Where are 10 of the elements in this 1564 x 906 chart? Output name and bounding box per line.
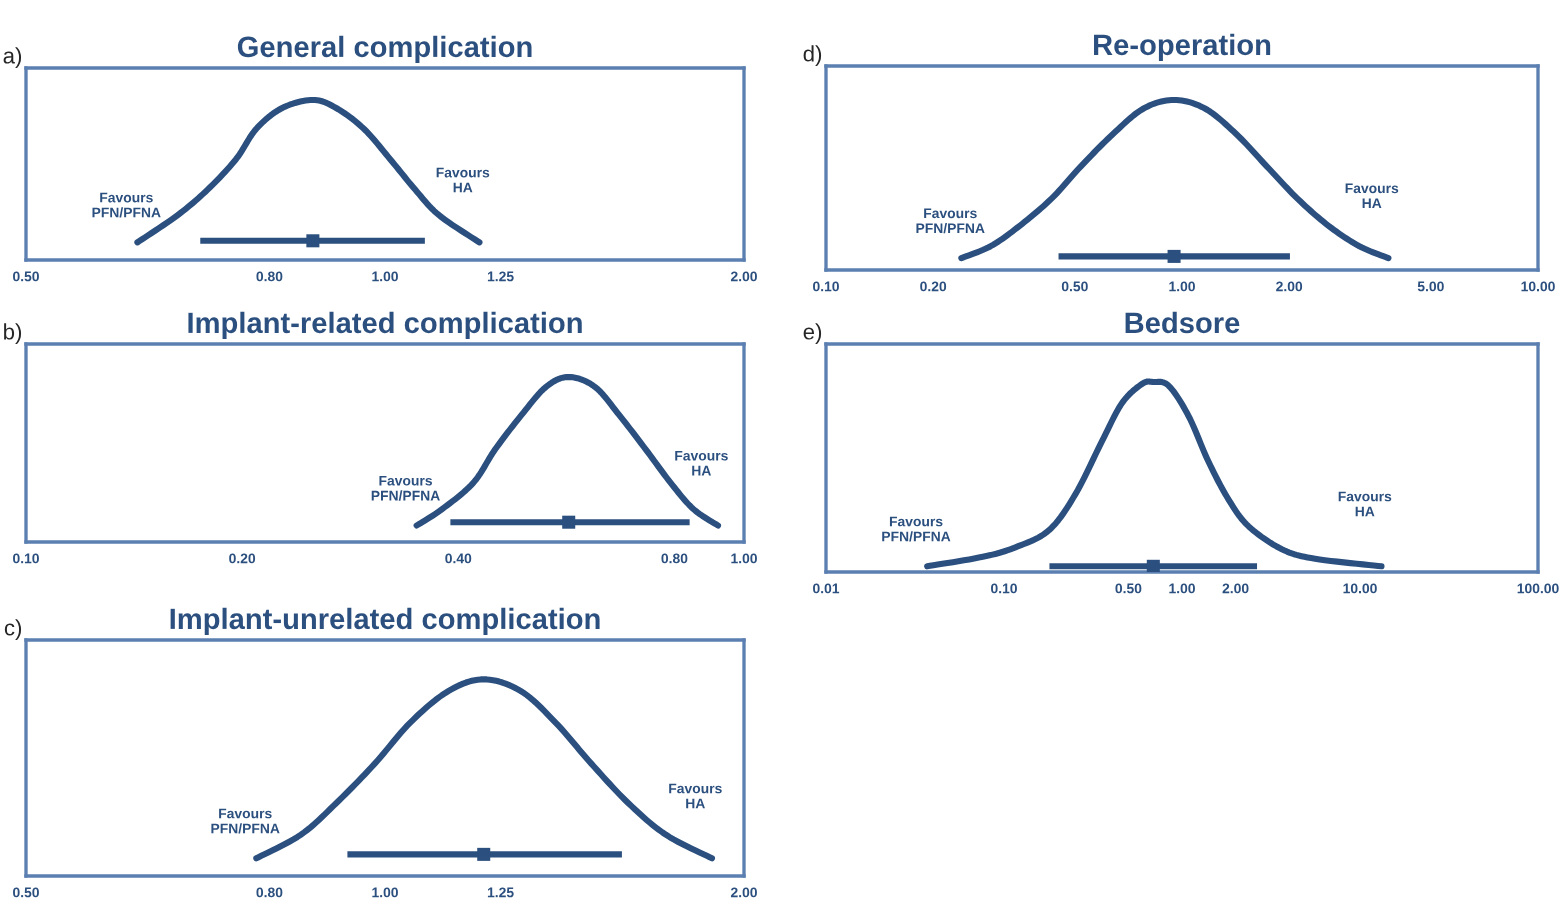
chart-title: Bedsore (1125, 311, 1240, 334)
text: e) (803, 323, 822, 344)
chart-title: Implant-related complication (188, 311, 582, 339)
chart-title: Re-operation (1094, 33, 1271, 61)
text: a) (3, 47, 22, 68)
chart-title: General complication (237, 35, 532, 63)
text: b) (4, 323, 22, 344)
chart-title: Implant-unrelated complication (170, 607, 600, 635)
text: c) (4, 619, 22, 640)
text: d) (803, 45, 822, 66)
